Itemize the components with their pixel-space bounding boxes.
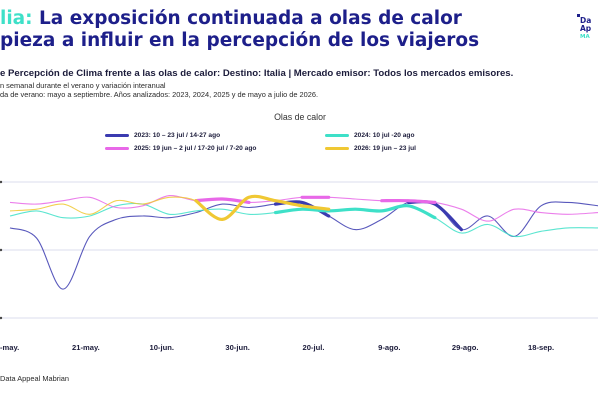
legend-label-2024: 2024: 10 jul -20 ago (354, 132, 415, 139)
y-tick-mark (0, 316, 3, 320)
legend-swatch-2024 (325, 134, 349, 137)
description-line-2: da de verano: mayo a septiembre. Años an… (0, 90, 319, 99)
heatwave-segment-2024 (273, 204, 437, 220)
x-tick-label: 30-jun. (225, 343, 249, 352)
chart-title: Olas de calor (274, 112, 326, 122)
legend-swatch-2025 (105, 147, 129, 150)
y-tick-mark (0, 248, 3, 252)
description-line-1: n semanal durante el verano y variación … (0, 81, 166, 90)
legend-item-2023: 2023: 10 – 23 jul / 14-27 ago (105, 132, 220, 139)
chart-legend: 2023: 10 – 23 jul / 14-27 ago 2024: 10 j… (105, 130, 505, 160)
heatwave-segment-2025 (380, 198, 437, 204)
title-block: lia: La exposición continuada a olas de … (0, 8, 540, 52)
title-text-1: La exposición continuada a olas de calor (32, 8, 462, 29)
logo-line-2: Ap (580, 24, 592, 33)
legend-label-2023: 2023: 10 – 23 jul / 14-27 ago (134, 132, 221, 139)
y-tick-mark (0, 180, 3, 184)
title-accent: lia: (0, 8, 33, 29)
heatwave-segment-2026 (194, 194, 331, 221)
title-line-2: pieza a influir en la percepción de los … (0, 30, 480, 51)
legend-swatch-2026 (325, 147, 349, 150)
source-note: Data Appeal Mabrian (0, 374, 70, 383)
series-line-2023 (9, 200, 599, 290)
logo-line-1: Da (580, 16, 592, 25)
title-line-1: lia: La exposición continuada a olas de … (0, 8, 540, 30)
heatwave-segment-2023 (406, 200, 463, 232)
x-tick-label: 18-sep. (528, 343, 554, 352)
legend-label-2026: 2026: 19 jun – 23 jul (354, 145, 416, 152)
x-tick-label: 29-ago. (452, 343, 479, 352)
chart-subtitle: e Percepción de Clima frente a las olas … (0, 68, 514, 79)
brand-logo: Da Ap MA (577, 14, 600, 41)
legend-item-2024: 2024: 10 jul -20 ago (325, 132, 414, 139)
legend-item-2026: 2026: 19 jun – 23 jul (325, 145, 416, 152)
legend-swatch-2023 (105, 134, 129, 137)
x-tick-label: 9-ago. (378, 343, 400, 352)
x-tick-label: -may. (0, 343, 19, 352)
x-tick-label: 20-jul. (303, 343, 325, 352)
logo-mark (577, 14, 580, 17)
legend-item-2025: 2025: 19 jun – 2 jul / 17-20 jul / 7-20 … (105, 145, 256, 152)
logo-line-3: MA (580, 34, 590, 40)
legend-label-2025: 2025: 19 jun – 2 jul / 17-20 jul / 7-20 … (134, 145, 257, 152)
x-tick-label: 10-jun. (149, 343, 173, 352)
x-tick-label: 21-may. (72, 343, 100, 352)
